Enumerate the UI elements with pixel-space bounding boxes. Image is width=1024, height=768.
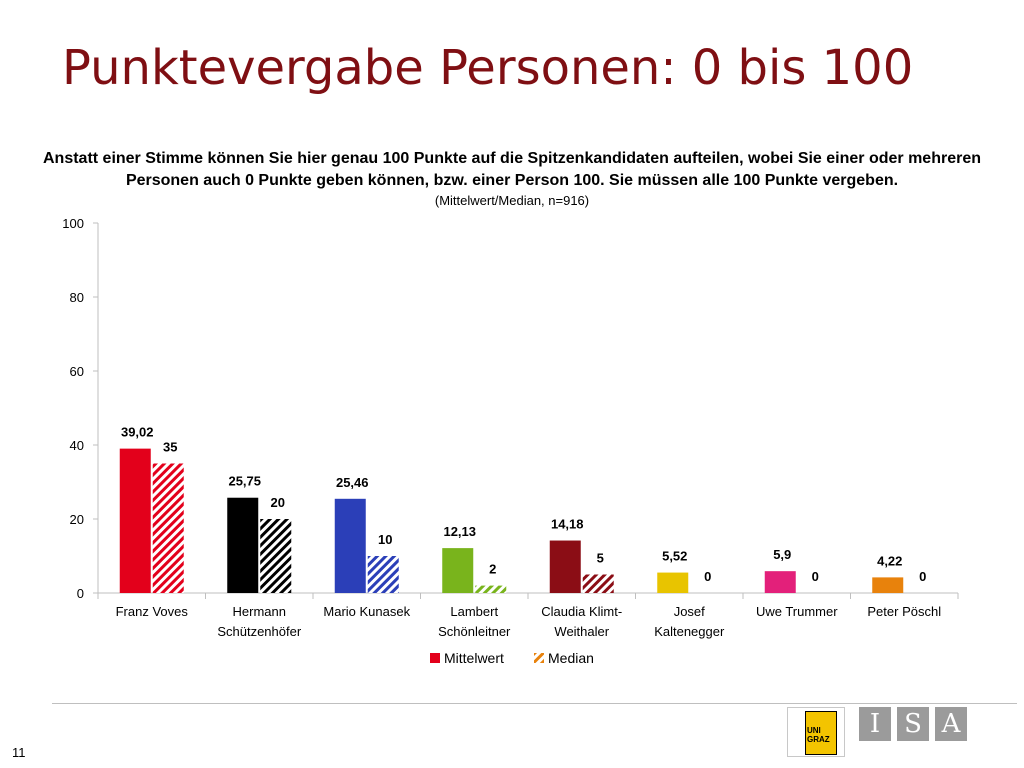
x-category-label: Kaltenegger (654, 624, 725, 639)
chart-note: (Mittelwert/Median, n=916) (434, 193, 590, 208)
bar-mittelwert (549, 540, 581, 593)
data-label-median: 10 (378, 532, 392, 547)
bar-median (260, 519, 292, 593)
legend-label-mittelwert: Mittelwert (444, 650, 504, 666)
data-label-median: 0 (704, 569, 711, 584)
x-category-label: Claudia Klimt- (541, 604, 622, 619)
bar-mittelwert (657, 572, 689, 593)
bar-median (152, 463, 184, 593)
x-category-label: Weithaler (554, 624, 609, 639)
data-label-mittelwert: 25,75 (228, 474, 261, 489)
x-category-label: Uwe Trummer (756, 604, 838, 619)
isa-logo-letter-a: A (935, 707, 967, 741)
y-tick-label: 20 (70, 512, 84, 527)
bar-mittelwert (227, 497, 259, 593)
data-label-mittelwert: 14,18 (551, 517, 584, 532)
y-tick-label: 40 (70, 438, 84, 453)
x-category-label: Schützenhöfer (217, 624, 302, 639)
bar-mittelwert (119, 448, 151, 593)
bar-mittelwert (764, 571, 796, 593)
slide-title: Punktevergabe Personen: 0 bis 100 (62, 40, 914, 96)
isa-logo-letter-s: S (897, 707, 929, 741)
data-label-mittelwert: 4,22 (877, 553, 902, 568)
question-text: Anstatt einer Stimme können Sie hier gen… (42, 150, 981, 189)
data-label-median: 0 (812, 569, 819, 584)
uni-graz-logo-text: UNI GRAZ (807, 726, 830, 744)
page-number: 11 (12, 745, 26, 760)
y-tick-label: 60 (70, 364, 84, 379)
legend-swatch-median (534, 653, 544, 663)
x-category-label: Josef (674, 604, 705, 619)
footer-divider (52, 703, 1017, 704)
bar-mittelwert (334, 498, 366, 593)
uni-graz-logo: UNI GRAZ (787, 707, 845, 757)
bar-median (367, 556, 399, 593)
x-category-label: Franz Voves (116, 604, 189, 619)
x-category-label: Lambert (450, 604, 498, 619)
x-category-label: Schönleitner (438, 624, 511, 639)
data-label-mittelwert: 5,52 (662, 549, 687, 564)
bar-median (475, 585, 507, 593)
legend-swatch-mittelwert (430, 653, 440, 663)
legend-label-median: Median (548, 650, 594, 666)
x-category-label: Mario Kunasek (323, 604, 410, 619)
x-category-label: Hermann (233, 604, 286, 619)
bar-mittelwert (872, 577, 904, 593)
data-label-median: 20 (271, 495, 285, 510)
data-label-mittelwert: 12,13 (443, 524, 476, 539)
x-category-label: Peter Pöschl (867, 604, 941, 619)
data-label-mittelwert: 39,02 (121, 425, 154, 440)
data-label-mittelwert: 5,9 (773, 547, 791, 562)
y-tick-label: 100 (62, 216, 84, 231)
data-label-median: 5 (597, 551, 604, 566)
bar-median (582, 574, 614, 593)
data-label-median: 2 (489, 562, 496, 577)
isa-logo-letter-i: I (859, 707, 891, 741)
data-label-median: 0 (919, 569, 926, 584)
y-tick-label: 80 (70, 290, 84, 305)
y-tick-label: 0 (77, 586, 84, 601)
data-label-mittelwert: 25,46 (336, 475, 369, 490)
bar-mittelwert (442, 548, 474, 593)
data-label-median: 35 (163, 440, 177, 455)
